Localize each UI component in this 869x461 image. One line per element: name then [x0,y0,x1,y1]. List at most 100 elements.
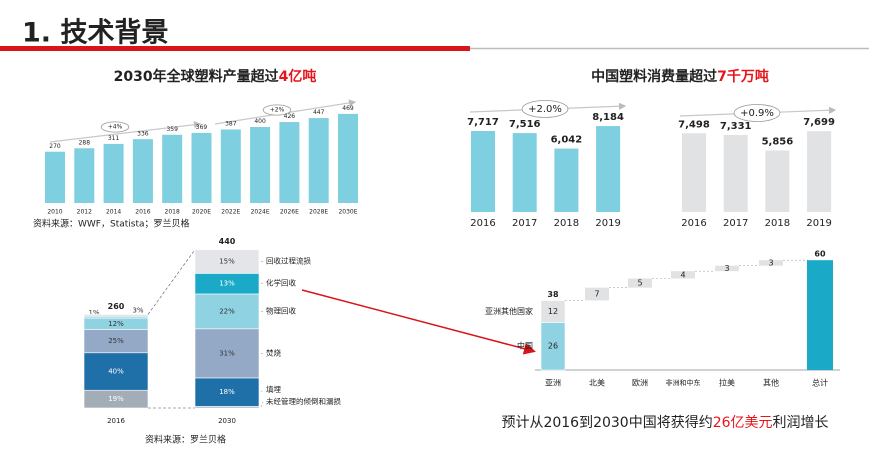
leader-line [260,389,264,393]
caption-text: 利润增长 [773,415,829,431]
title-highlight: 4亿吨 [279,68,317,85]
connector [147,249,196,315]
bar [554,148,579,212]
value-label: 5,856 [762,137,794,148]
bar [132,139,153,203]
caption: 预计从2016到2030中国将获得约26亿美元利润增长 [501,414,828,431]
value-label: 400 [254,118,266,125]
annotation-badge [733,104,781,122]
bar-segment [194,377,260,407]
bar [250,127,271,203]
value-label: 7,498 [678,119,710,130]
value-label: 6,042 [551,135,583,146]
bar-segment [540,300,566,323]
annotation-badge [521,100,569,118]
bar [74,148,95,203]
value-label: 7 [594,290,599,299]
bar-segment [540,322,566,371]
segment-label: 22% [219,307,235,315]
series-label: 填埋 [266,384,281,394]
bar [191,132,212,203]
bar-segment [194,328,260,379]
total-label: 440 [219,237,236,246]
x-tick-label: 2022E [221,209,240,216]
segment-label: 1% [88,309,99,317]
bar [765,150,790,212]
value-label: 336 [137,130,149,137]
value-label: 426 [284,113,296,120]
bar [585,287,609,301]
annotation: +0.9% [740,108,774,119]
slide-title: 1. 技术背景 [22,18,168,49]
segment-label: 18% [219,388,235,396]
series-label: 化学回收 [266,278,296,288]
x-tick-label: 2014 [106,209,121,216]
x-tick-label: 2018 [165,209,180,216]
bar [723,135,748,212]
series-label: 物理回收 [266,305,296,315]
bar [471,130,495,212]
x-tick-label: 非洲和中东 [666,378,701,387]
bar [308,118,329,203]
caption-highlight: 26亿美元 [713,415,773,431]
x-tick-label: 2016 [681,218,706,229]
segment-label: 12% [108,320,124,328]
source-note: 资料来源：罗兰贝格 [145,434,226,446]
x-tick-label: 2024E [251,209,270,216]
bar [45,151,65,203]
annotation: +4% [108,124,123,131]
bar [338,113,358,203]
value-label: 469 [342,105,354,112]
title-highlight: 7千万吨 [717,68,769,85]
x-tick-label: 2016 [107,417,125,425]
value-label: 4 [680,270,685,279]
value-label: 447 [313,109,325,116]
segment-label: 12 [548,307,558,316]
value-label: 3 [724,264,729,273]
bar [103,143,124,203]
segment-label: 3% [132,306,143,314]
segment-label: 26 [548,342,558,351]
value-label: 7,717 [467,117,499,128]
annotation-badge [100,121,130,133]
bar [512,133,537,212]
x-tick-label: 2010 [47,209,62,216]
segment-label: 13% [219,280,235,288]
x-tick-label: 2017 [723,218,748,229]
total-label: 260 [108,302,125,311]
value-label: 387 [225,121,237,128]
value-label: 7,331 [720,121,752,132]
bar [279,122,300,203]
series-label: 中国 [517,341,533,351]
source-note: 资料来源：WWF，Statista；罗兰贝格 [33,218,190,230]
series-label: 亚洲其他国家 [485,306,533,316]
bar [671,271,695,279]
segment-label: 25% [108,337,124,345]
title-text: 中国塑料消费量超过 [591,68,717,85]
bar [682,133,706,212]
value-label: 5 [637,279,642,288]
title-text: 2030年全球塑料产量超过 [114,68,279,85]
value-label: 369 [196,124,208,131]
segment-label: 15% [219,257,235,265]
series-label: 回收过程流损 [266,255,311,265]
bar [759,260,783,266]
x-tick-label: 总计 [812,378,828,388]
annotation: +2.0% [528,104,562,115]
caption-text: 预计从2016到2030中国将获得约 [501,414,712,431]
trend-arrow [49,121,202,143]
x-tick-label: 亚洲 [545,379,561,388]
bar [220,129,241,203]
x-tick-label: 2019 [595,218,620,229]
series-label: 焚烧 [266,347,281,357]
x-tick-label: 2016 [135,209,150,216]
x-tick-label: 2018 [554,218,579,229]
bar [162,134,183,203]
bar-segment [83,314,149,318]
total-bar [807,260,833,370]
bar-segment [83,352,149,391]
value-label: 8,184 [592,112,624,123]
x-tick-label: 2028E [309,209,328,216]
x-tick-label: 2030E [338,209,357,216]
